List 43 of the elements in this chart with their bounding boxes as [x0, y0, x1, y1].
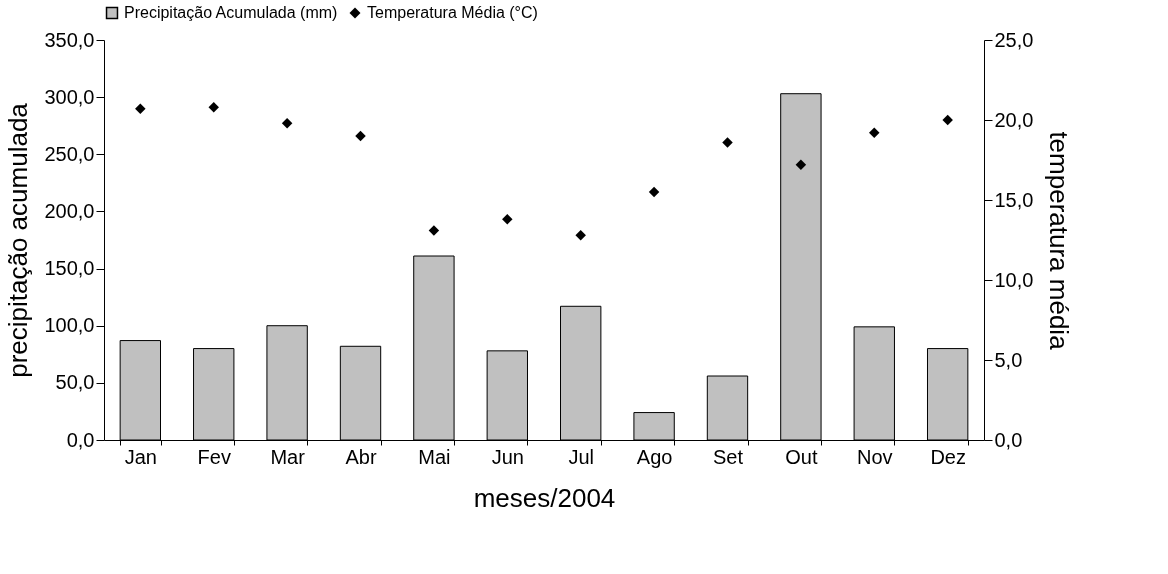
x-tick-label: Out	[785, 445, 818, 468]
point	[355, 130, 366, 142]
point	[208, 101, 219, 113]
x-tick-label: Dez	[930, 445, 966, 468]
y-axis-title: precipitação acumulada	[3, 102, 34, 378]
y-tick-label: 150,0	[44, 257, 95, 280]
x-tick-label: Mai	[418, 445, 451, 468]
x-tick-label: Abr	[345, 445, 377, 468]
point	[722, 137, 733, 148]
x-tick-label: Fev	[197, 445, 231, 468]
point	[428, 225, 440, 236]
point	[942, 114, 953, 126]
point	[502, 213, 513, 225]
y2-tick-label: 5,0	[994, 348, 1023, 371]
y-tick-label: 50,0	[55, 371, 95, 394]
y2-tick-label: 15,0	[994, 188, 1034, 211]
point	[575, 229, 586, 241]
x-tick-label: Ago	[636, 445, 673, 468]
y-tick-label: 100,0	[44, 314, 95, 337]
y-tick-label: 350,0	[44, 28, 95, 51]
x-tick-label: Nov	[856, 445, 893, 468]
legend-label: Precipitação Acumulada (mm)	[124, 4, 338, 21]
y2-tick-label: 20,0	[994, 108, 1034, 131]
point	[795, 159, 807, 171]
legend-label: Temperatura Média (°C)	[367, 4, 538, 21]
y2-tick-label: 10,0	[994, 268, 1034, 291]
x-tick-label: Jan	[124, 445, 157, 468]
y-tick-label: 200,0	[44, 199, 95, 222]
x-tick-label: Mar	[270, 445, 306, 468]
y2-axis-title: temperatura média	[1044, 131, 1075, 351]
y-tick-label: 0,0	[66, 428, 95, 451]
point	[135, 103, 146, 115]
x-tick-label: Set	[712, 445, 744, 468]
x-tick-label: Jun	[491, 445, 524, 468]
point	[869, 127, 880, 139]
y2-tick-label: 25,0	[994, 28, 1034, 51]
y-tick-label: 250,0	[44, 142, 95, 165]
point	[648, 186, 660, 198]
x-tick-label: Jul	[568, 445, 594, 468]
y2-tick-label: 0,0	[994, 428, 1023, 451]
x-axis-title: meses/2004	[473, 482, 616, 513]
point	[281, 117, 293, 129]
y-tick-label: 300,0	[44, 85, 95, 108]
